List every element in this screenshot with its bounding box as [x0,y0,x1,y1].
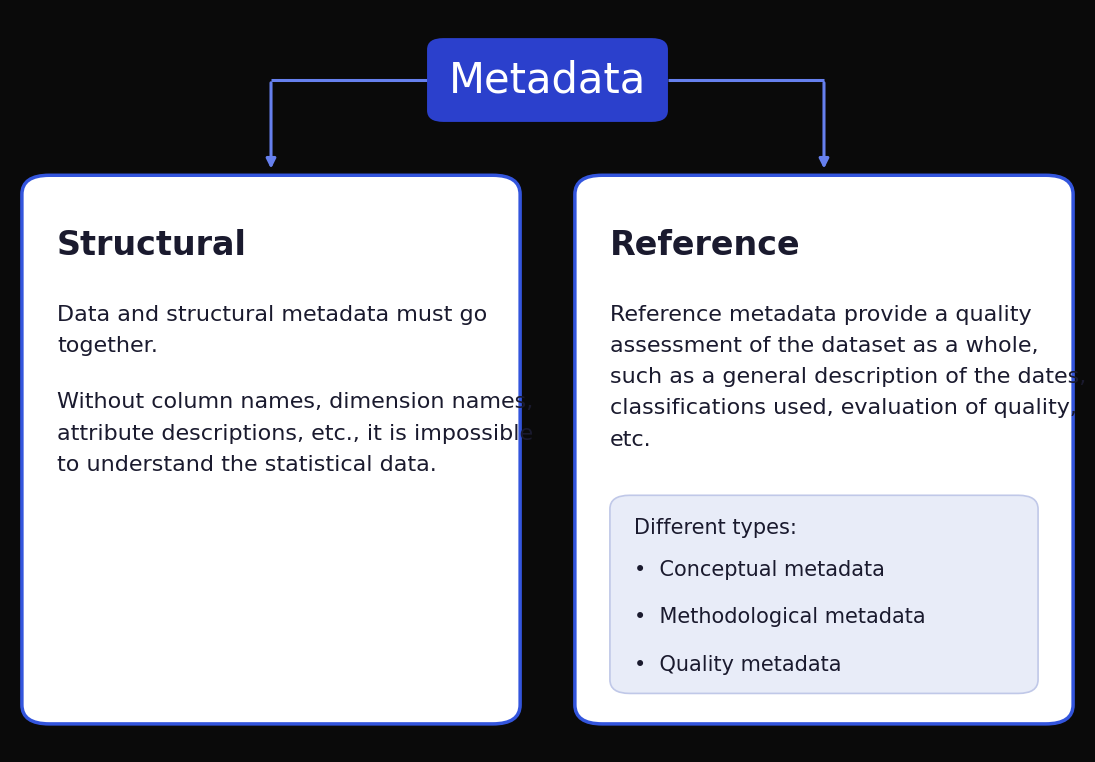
Text: •  Methodological metadata: • Methodological metadata [634,607,925,627]
FancyBboxPatch shape [575,175,1073,724]
Text: Without column names, dimension names,
attribute descriptions, etc., it is impos: Without column names, dimension names, a… [57,392,533,475]
Text: •  Conceptual metadata: • Conceptual metadata [634,560,885,580]
FancyBboxPatch shape [427,38,668,122]
Text: Reference metadata provide a quality
assessment of the dataset as a whole,
such : Reference metadata provide a quality ass… [610,305,1086,450]
Text: Different types:: Different types: [634,518,797,538]
FancyBboxPatch shape [610,495,1038,693]
Text: They can be decoupled from datasets.: They can be decoupled from datasets. [610,522,1038,542]
Text: Data and structural metadata must go
together.: Data and structural metadata must go tog… [57,305,487,356]
Text: Metadata: Metadata [449,59,646,101]
Text: Structural: Structural [57,229,246,261]
Text: •  Quality metadata: • Quality metadata [634,655,841,674]
Text: Reference: Reference [610,229,800,261]
FancyBboxPatch shape [22,175,520,724]
